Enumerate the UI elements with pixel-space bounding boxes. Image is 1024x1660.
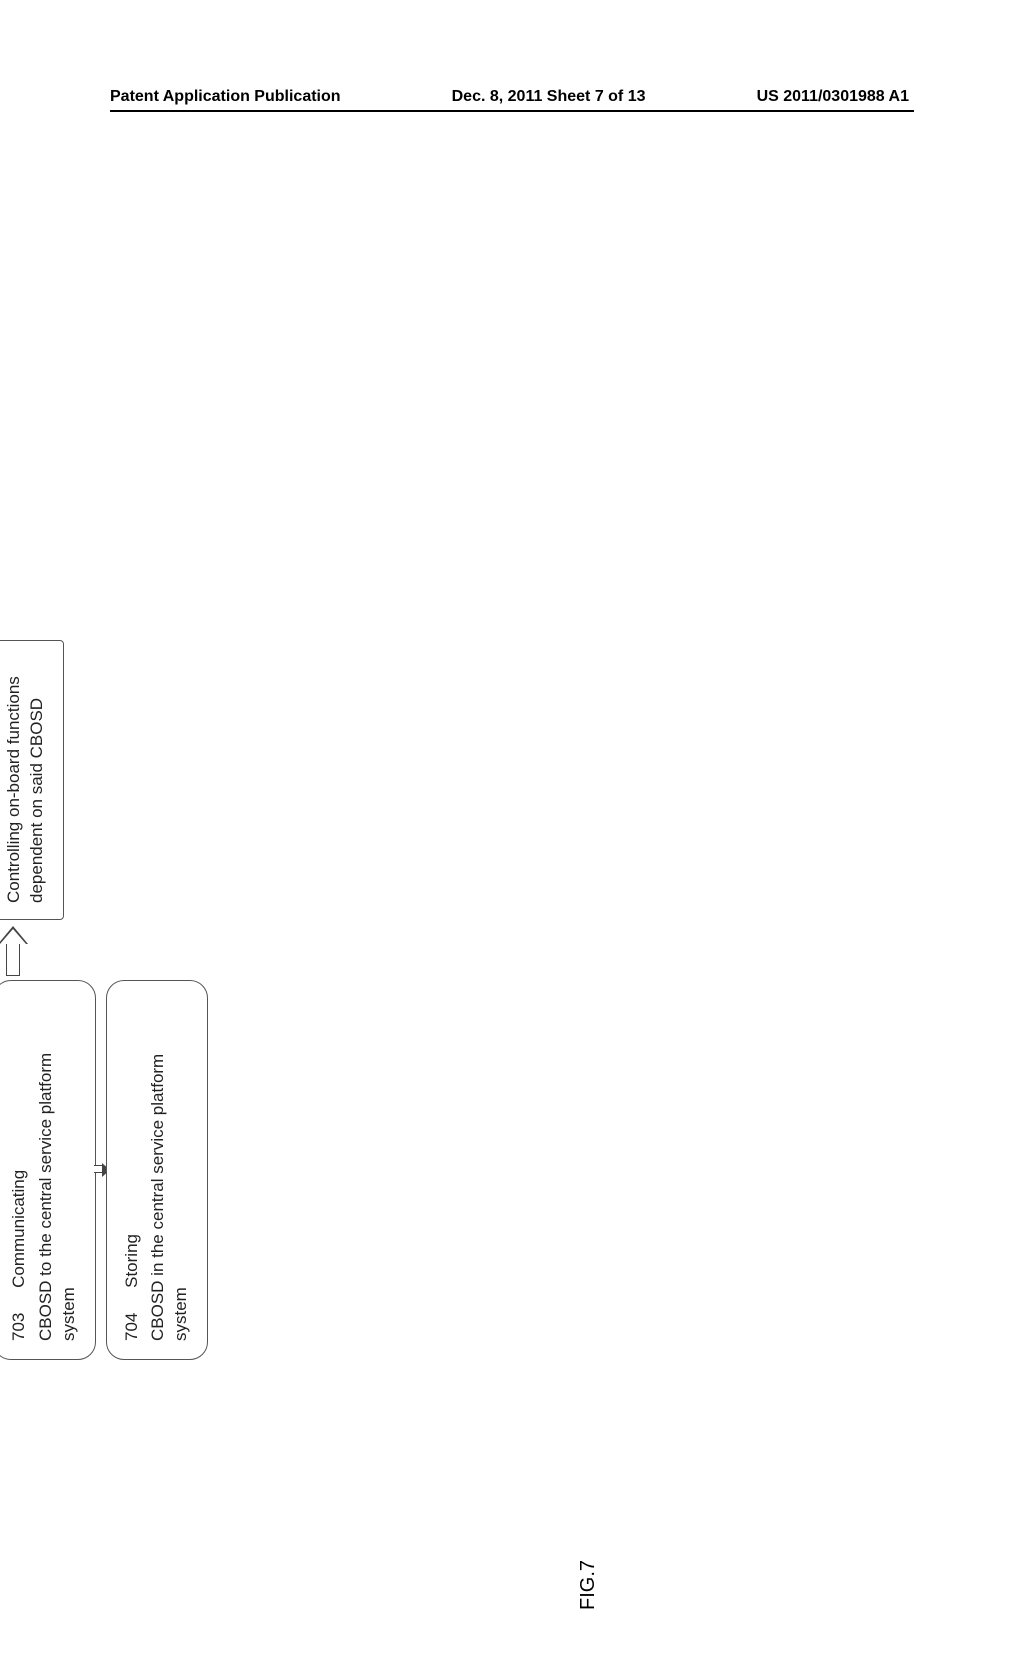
step-description: CBOSD in the central service platform sy… bbox=[147, 999, 193, 1341]
flow-step-703: 703 Communicating CBOSD to the central s… bbox=[0, 980, 96, 1360]
header-bar: Patent Application Publication Dec. 8, 2… bbox=[0, 88, 1024, 106]
arrow-head-inner bbox=[0, 929, 26, 944]
step-title: Storing bbox=[121, 1234, 144, 1288]
header-left: Patent Application Publication bbox=[110, 88, 341, 106]
figure-label: FIG.7 bbox=[577, 1560, 600, 1610]
header-right: US 2011/0301988 A1 bbox=[757, 88, 909, 106]
flow-step-705: 705 Controlling on-board functions depen… bbox=[0, 640, 64, 920]
figure-rotated: A service platform architecture: FIG.7 7… bbox=[0, 600, 640, 1660]
right-arrow-icon bbox=[0, 924, 28, 976]
step-title: Communicating bbox=[8, 1170, 31, 1288]
flow-step-704: 704 Storing CBOSD in the central service… bbox=[106, 980, 209, 1360]
step-description: dependent on said CBOSD bbox=[26, 657, 49, 903]
page: Patent Application Publication Dec. 8, 2… bbox=[0, 0, 1024, 1320]
figure-content: A service platform architecture: FIG.7 7… bbox=[70, 160, 950, 1220]
step-number: 703 bbox=[8, 1313, 31, 1341]
arrow-shaft bbox=[6, 942, 20, 976]
step-number: 704 bbox=[121, 1313, 144, 1341]
step-description: CBOSD to the central service platform sy… bbox=[35, 999, 81, 1341]
header-divider bbox=[110, 110, 914, 112]
flow-column: 701 Generating Condition based operation… bbox=[0, 980, 208, 1360]
step-title: Controlling on-board functions bbox=[3, 676, 26, 903]
header-center: Dec. 8, 2011 Sheet 7 of 13 bbox=[452, 88, 646, 106]
